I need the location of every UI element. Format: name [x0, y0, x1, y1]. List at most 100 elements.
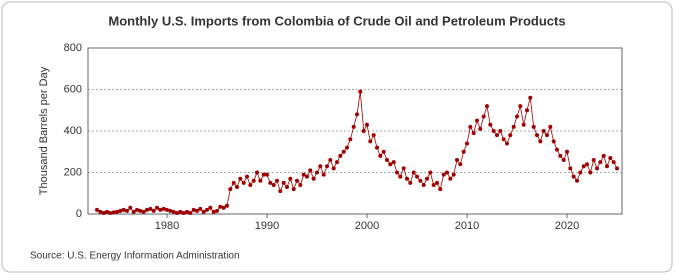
data-point	[271, 182, 276, 187]
data-point	[558, 153, 563, 158]
data-point	[591, 158, 596, 163]
data-point	[461, 149, 466, 154]
data-point	[358, 89, 363, 94]
data-point	[165, 207, 169, 212]
data-point	[398, 174, 403, 179]
data-point	[515, 114, 519, 119]
data-point	[395, 170, 399, 175]
data-point	[385, 158, 389, 163]
data-point	[348, 137, 353, 142]
data-point	[371, 133, 376, 138]
data-point	[178, 209, 183, 214]
data-point	[431, 182, 436, 187]
source: Source: U.S. Energy Information Administ…	[30, 251, 240, 262]
data-point	[608, 155, 613, 160]
data-point	[425, 176, 429, 181]
data-point	[565, 149, 569, 154]
data-point	[321, 172, 326, 177]
data-point	[561, 158, 566, 163]
data-point	[421, 182, 426, 187]
data-point	[331, 166, 336, 171]
data-point	[391, 160, 396, 165]
data-point	[491, 129, 496, 133]
y-axis-label: Thousand Barrels per Day	[38, 66, 50, 195]
data-point	[568, 166, 573, 171]
data-point	[208, 205, 213, 210]
data-point	[275, 178, 279, 183]
data-point	[145, 207, 149, 212]
data-point	[541, 129, 546, 133]
data-point	[588, 170, 593, 175]
y-tick-label: 0	[76, 208, 82, 220]
data-point	[405, 176, 409, 181]
data-point	[535, 133, 539, 138]
data-point	[215, 208, 219, 213]
data-point	[441, 172, 446, 177]
data-point	[128, 205, 133, 210]
data-point	[155, 205, 159, 210]
data-point	[598, 160, 603, 165]
data-point	[255, 170, 259, 175]
data-point	[105, 209, 109, 214]
data-point	[241, 180, 246, 185]
data-point	[505, 141, 509, 146]
plot-border	[87, 47, 623, 215]
data-point	[135, 207, 139, 212]
data-point	[548, 124, 553, 129]
data-point	[98, 209, 103, 214]
data-point	[345, 145, 349, 150]
data-point	[325, 164, 329, 169]
data-point	[171, 209, 176, 214]
data-point	[258, 178, 263, 183]
data-point	[288, 176, 293, 181]
data-point	[375, 145, 379, 150]
data-point	[601, 153, 606, 158]
y-tick-label: 600	[64, 83, 82, 95]
data-point	[368, 139, 373, 144]
data-point	[575, 178, 579, 183]
data-point	[585, 162, 589, 167]
data-point	[471, 131, 476, 136]
x-tick-label: 1980	[155, 220, 179, 232]
data-point	[328, 158, 333, 163]
frame	[1, 1, 673, 273]
data-point	[498, 129, 503, 133]
data-point	[611, 160, 616, 165]
data-point	[335, 160, 339, 165]
data-point	[381, 149, 386, 154]
data-point	[361, 129, 366, 133]
data-point	[291, 187, 296, 192]
data-point	[428, 170, 433, 175]
data-point	[231, 180, 236, 185]
data-point	[508, 133, 513, 138]
x-tick-label: 1990	[255, 220, 279, 232]
data-point	[578, 170, 583, 175]
data-point	[205, 207, 209, 212]
data-point	[268, 180, 273, 185]
y-tick-label: 200	[64, 166, 82, 178]
data-point	[408, 180, 413, 185]
data-point	[418, 178, 423, 183]
data-point	[555, 147, 559, 152]
data-point	[111, 210, 116, 215]
data-point	[245, 174, 249, 179]
data-point	[401, 166, 406, 171]
data-point	[448, 176, 453, 181]
data-point	[195, 208, 199, 213]
y-tick-label: 800	[64, 42, 82, 54]
data-point	[365, 122, 369, 127]
data-point	[158, 207, 163, 212]
data-point	[605, 164, 609, 169]
data-point	[185, 209, 189, 214]
data-point	[118, 208, 123, 213]
x-tick-label: 2010	[455, 220, 479, 232]
data-point	[311, 176, 316, 181]
data-point	[488, 122, 493, 127]
data-point	[201, 209, 206, 214]
data-point	[468, 124, 473, 129]
data-point	[251, 178, 256, 183]
data-point	[121, 207, 126, 212]
x-tick-label: 2000	[355, 220, 379, 232]
data-point	[238, 176, 243, 181]
data-point	[475, 118, 479, 123]
